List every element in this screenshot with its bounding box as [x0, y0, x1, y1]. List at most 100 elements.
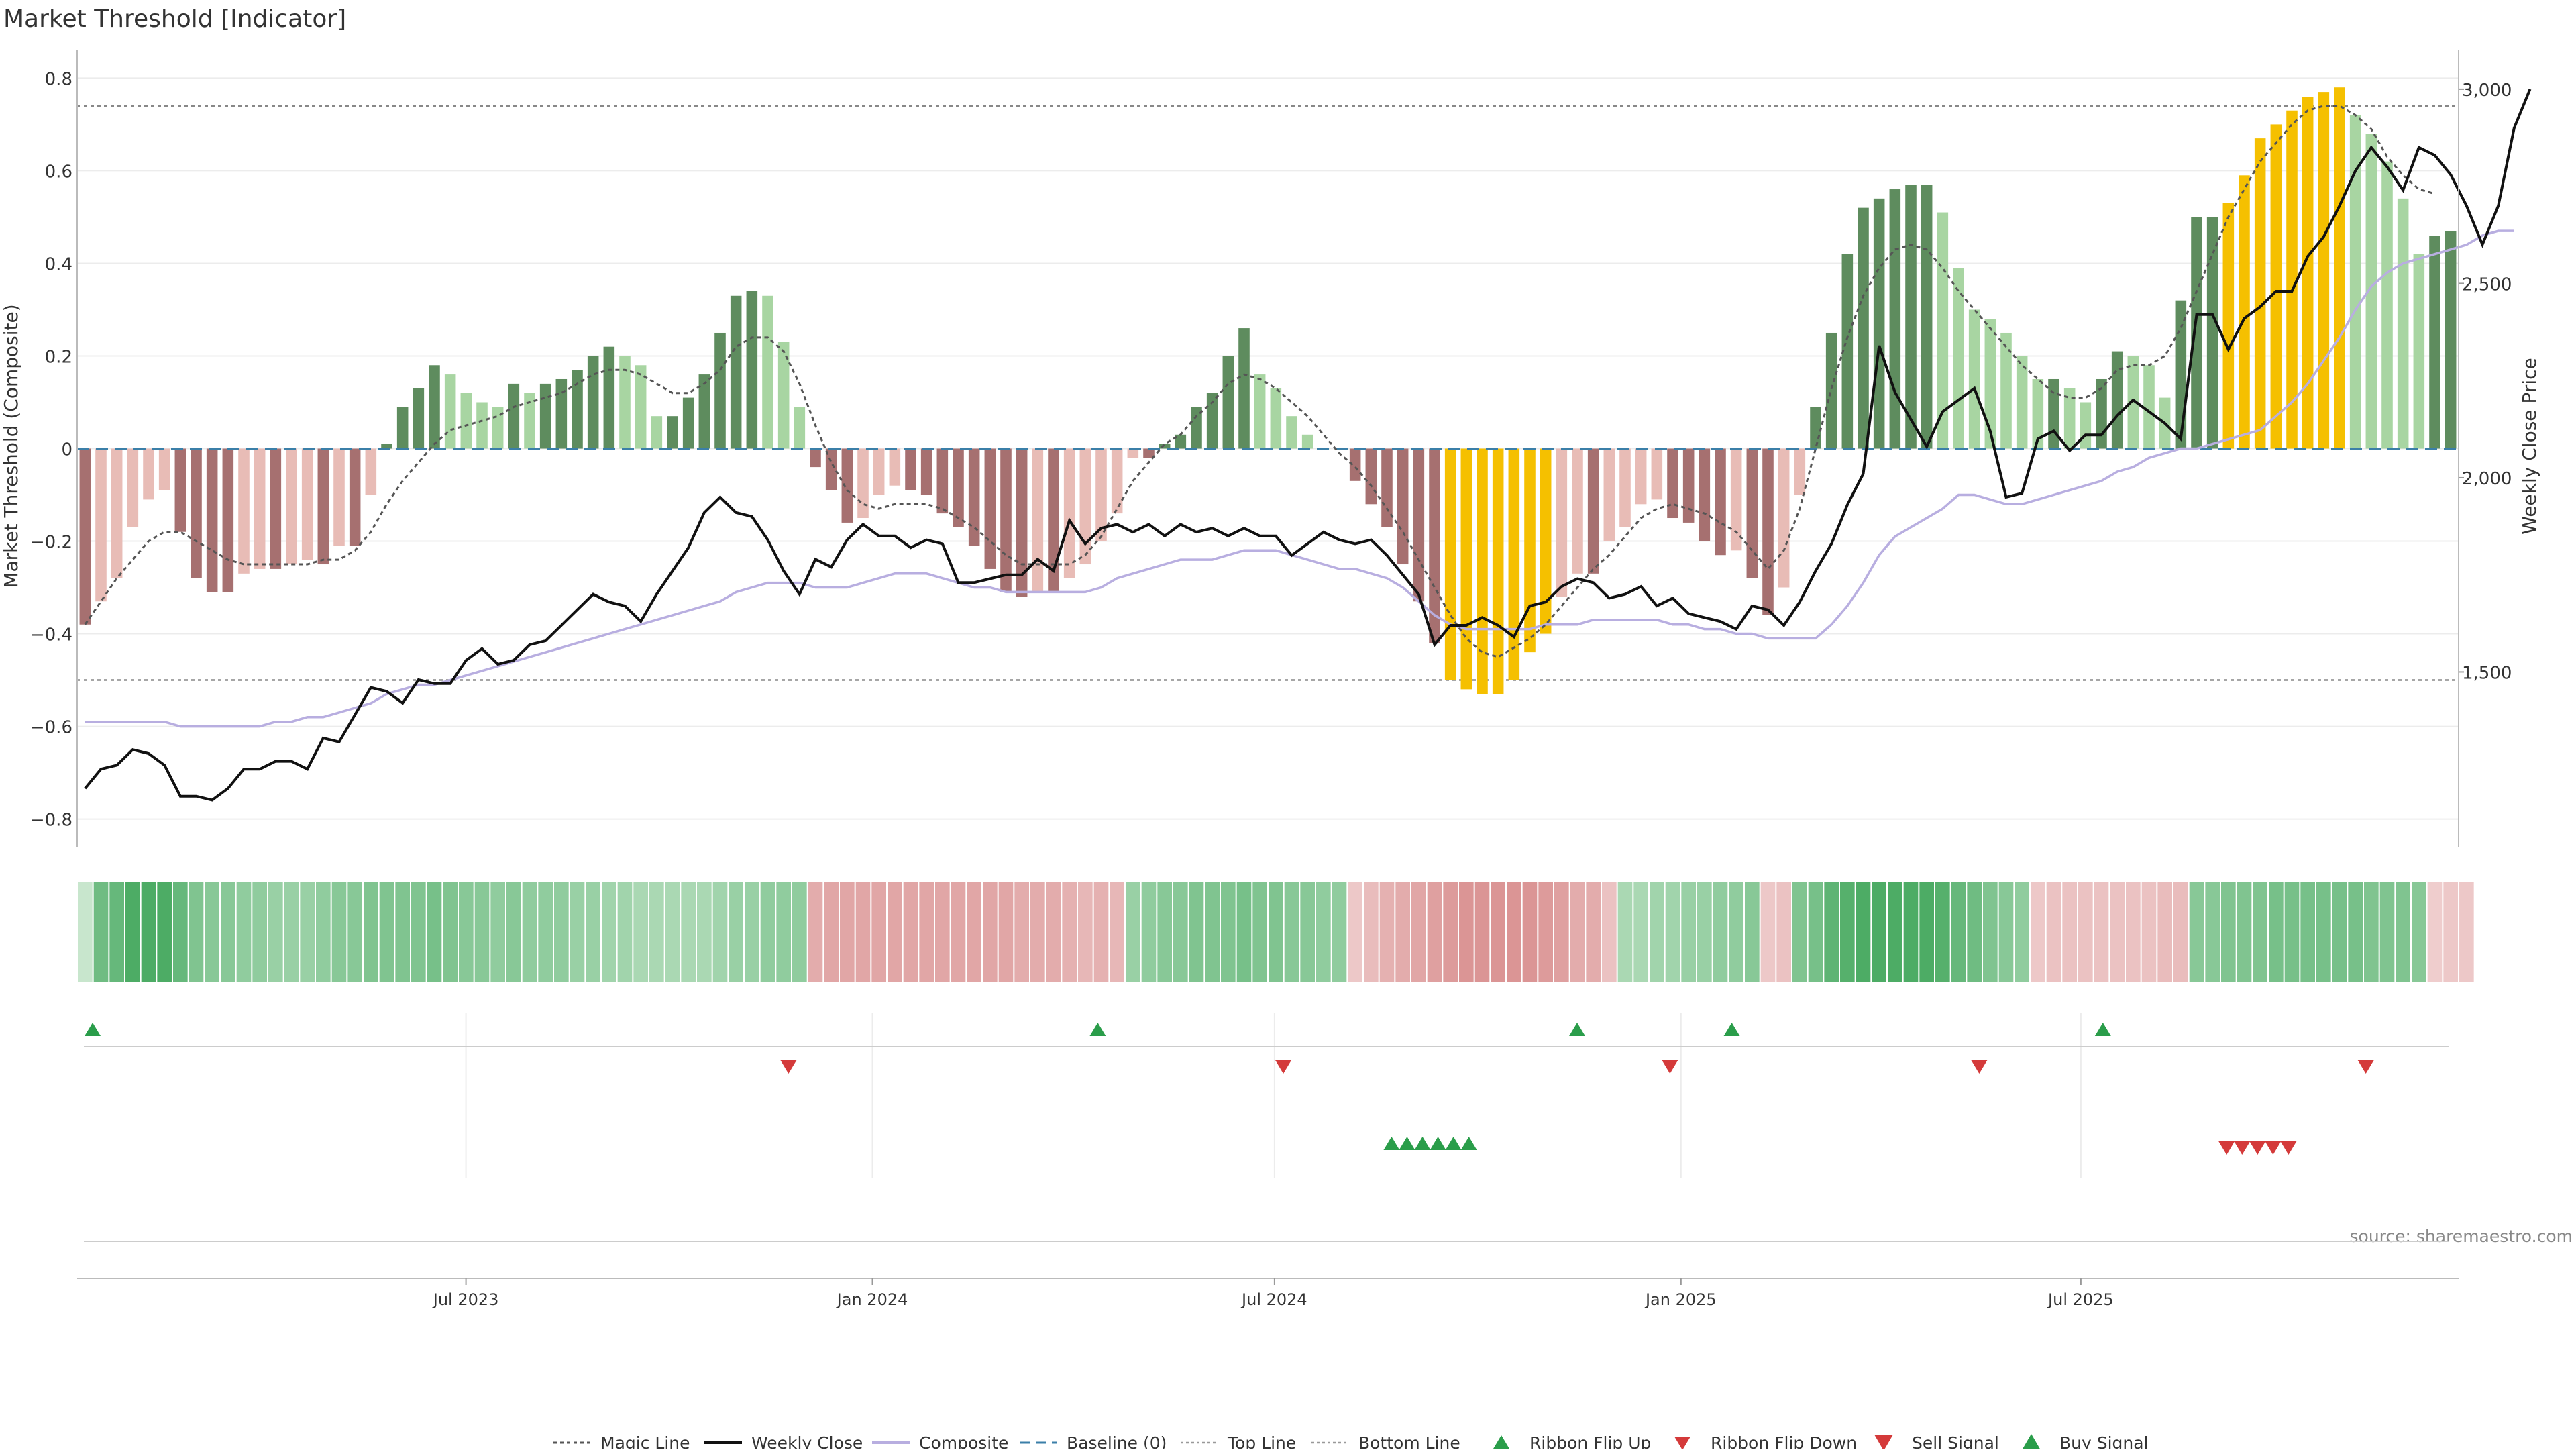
ribbon-cell — [2237, 882, 2252, 982]
x-tick-label: Jul 2025 — [2047, 1290, 2114, 1309]
ribbon-cell — [903, 882, 918, 982]
ribbon-cell — [1633, 882, 1648, 982]
ribbon-cell — [649, 882, 664, 982]
ribbon-cell — [1411, 882, 1426, 982]
ribbon-cell — [1141, 882, 1157, 982]
ribbon-cell — [1443, 882, 1458, 982]
histogram-bar — [1825, 332, 1837, 449]
histogram-bar — [1730, 448, 1742, 551]
ribbon-cell — [125, 882, 140, 982]
ribbon-flip-up-marker — [1723, 1023, 1740, 1036]
ribbon-cell — [2300, 882, 2315, 982]
ribbon-cell — [236, 882, 252, 982]
histogram-bar — [555, 378, 568, 449]
axes: −0.8 −0.6 −0.4 −0.2 0 0.2 0.4 0.6 0.8 1,500 2,000 2… — [30, 50, 2512, 1309]
ribbon-flip-down-marker — [780, 1060, 797, 1074]
histogram-bar — [2143, 365, 2155, 449]
ribbon-cell — [967, 882, 981, 982]
histogram-bar — [1286, 416, 1297, 449]
ribbon-cell — [1681, 882, 1696, 982]
histogram-bar — [524, 393, 535, 449]
ribbon-cell — [617, 882, 633, 982]
ribbon-cell — [1030, 882, 1045, 982]
histogram-bar — [2349, 115, 2361, 449]
ribbon-cell — [2205, 882, 2220, 982]
histogram-bar — [1841, 254, 1854, 449]
ribbon-cell — [983, 882, 998, 982]
histogram-bar — [651, 416, 663, 449]
histogram-bar — [1540, 448, 1552, 634]
ribbon-cell — [1284, 882, 1299, 982]
ribbon-cell — [1760, 882, 1776, 982]
y2-axis-label: Weekly Close Price — [2518, 358, 2540, 534]
ribbon-cell — [1221, 882, 1236, 982]
buy-signal-marker — [1414, 1137, 1431, 1150]
ribbon-cell — [284, 882, 299, 982]
histogram-bar — [413, 388, 425, 449]
histogram-bar — [2191, 217, 2202, 449]
ribbon-cell — [824, 882, 839, 982]
histogram-bar — [460, 393, 472, 449]
histogram-bar — [95, 448, 107, 602]
ribbon-cell — [2015, 882, 2029, 982]
ribbon-cell — [1157, 882, 1172, 982]
histogram-bar — [2127, 356, 2139, 449]
ribbon-cell — [268, 882, 283, 982]
histogram-bar — [1063, 448, 1075, 578]
legend-key-buy-signal — [2022, 1434, 2041, 1450]
ribbon-cell — [1459, 882, 1474, 982]
ribbon-cell — [808, 882, 823, 982]
histogram-bar — [714, 332, 726, 449]
histogram-bar — [1349, 448, 1361, 481]
histogram-bar — [1635, 448, 1647, 505]
histogram-bar — [1699, 448, 1711, 541]
histogram-bar — [968, 448, 980, 546]
histogram-bar — [698, 374, 710, 449]
ribbon-cell — [1951, 882, 1966, 982]
ribbon-cell — [745, 882, 759, 982]
sell-signal-marker — [2280, 1141, 2297, 1155]
ribbon-cell — [2078, 882, 2093, 982]
ribbon-cell — [2316, 882, 2331, 982]
histogram-bar — [1682, 448, 1695, 523]
ribbon-cell — [1570, 882, 1585, 982]
ribbon-cell — [474, 882, 490, 982]
ribbon-cell — [855, 882, 871, 982]
ribbon-cell — [729, 882, 743, 982]
histogram-bar — [2429, 236, 2440, 449]
histogram-bar — [1873, 198, 1885, 449]
signal-lanes — [84, 1023, 2449, 1450]
ribbon-cell — [570, 882, 585, 982]
histogram-bar — [444, 374, 456, 449]
legend: Magic Line Weekly Close Composite Baseline … — [553, 1433, 2149, 1452]
buy-signal-marker — [1430, 1137, 1446, 1150]
ribbon-cell — [300, 882, 315, 982]
ribbon-cell — [1046, 882, 1061, 982]
ribbon-cell — [2348, 882, 2363, 982]
legend-label: Ribbon Flip Down — [1711, 1433, 1857, 1449]
ribbon-cell — [2174, 882, 2188, 982]
histogram-bar — [1492, 448, 1504, 694]
ribbon-cell — [2110, 882, 2125, 982]
histogram-bar — [2080, 402, 2092, 449]
histogram-bar — [2111, 351, 2123, 449]
ribbon-cell — [2364, 882, 2379, 982]
ribbon-cell — [364, 882, 378, 982]
histogram-bar — [1254, 374, 1266, 449]
ribbon-cell — [1300, 882, 1315, 982]
y-tick-label: 0 — [61, 440, 72, 460]
histogram-bar — [1746, 448, 1758, 578]
buy-signal-marker — [1445, 1137, 1462, 1150]
histogram-bar — [1238, 328, 1250, 449]
legend-label: Top Line — [1227, 1433, 1296, 1449]
series-lines — [77, 89, 2532, 802]
histogram-bar — [587, 356, 599, 449]
ribbon-cell — [1919, 882, 1934, 982]
ribbon-cell — [1173, 882, 1188, 982]
histogram-bar — [2175, 300, 2187, 449]
histogram-bar — [158, 448, 170, 490]
legend-label: Magic Line — [600, 1433, 690, 1449]
histogram-bar — [1984, 319, 1996, 449]
